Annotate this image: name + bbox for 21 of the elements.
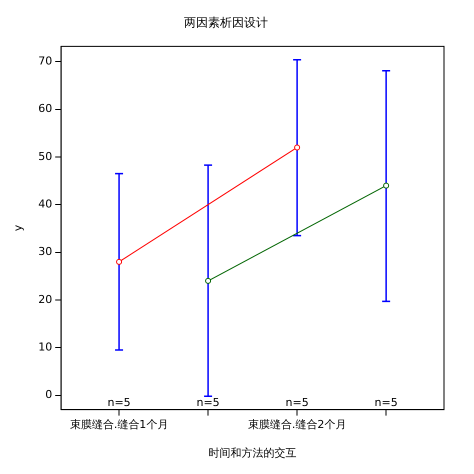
- annotation: n=5: [107, 396, 131, 409]
- point: [205, 278, 212, 284]
- point: [383, 182, 390, 189]
- point: [116, 258, 122, 265]
- y-tick-label: 30: [38, 245, 52, 258]
- y-tick-label: 60: [38, 102, 52, 116]
- annotation: n=5: [374, 396, 398, 409]
- y-tick-label: 40: [38, 198, 52, 211]
- x-tick-label: 束膜缝合.缝合1个月: [70, 418, 168, 432]
- x-axis-title: 时间和方法的交互: [208, 446, 297, 460]
- y-tick-label: 20: [38, 292, 52, 306]
- y-tick-label: 0: [45, 388, 52, 402]
- y-tick-label: 10: [38, 340, 52, 354]
- y-tick-label: 50: [38, 150, 52, 163]
- annotation: n=5: [196, 396, 220, 409]
- annotation: n=5: [286, 396, 309, 409]
- y-axis-title: y: [11, 224, 24, 232]
- y-tick-label: 70: [38, 54, 52, 68]
- chart-title: 两因素析因设计: [184, 15, 268, 30]
- point: [294, 144, 300, 150]
- x-tick-label: 束膜缝合.缝合2个月: [248, 418, 346, 432]
